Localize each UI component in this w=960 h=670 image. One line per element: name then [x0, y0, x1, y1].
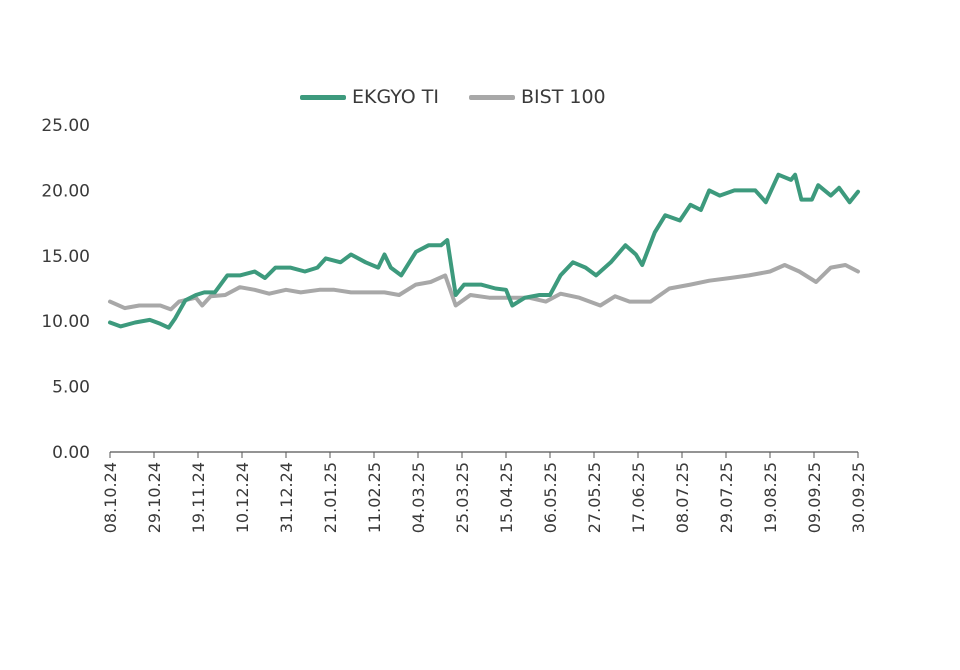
legend-swatch-ekgyo: [300, 94, 346, 100]
legend-swatch-bist100: [469, 94, 516, 100]
y-tick-label: 10.00: [41, 312, 90, 332]
x-tick-label: 08.10.24: [101, 462, 120, 533]
x-tick-label: 17.06.25: [629, 462, 648, 533]
x-tick-label: 10.12.24: [233, 462, 252, 533]
y-tick-label: 0.00: [52, 443, 90, 463]
y-tick-label: 15.00: [41, 247, 90, 267]
x-tick-label: 08.07.25: [673, 462, 692, 533]
legend-item-ekgyo[interactable]: EKGYO TI: [300, 86, 439, 108]
y-tick-label: 5.00: [52, 378, 90, 398]
x-tick-label: 19.11.24: [189, 462, 208, 533]
x-tick-label: 29.10.24: [145, 462, 164, 533]
legend-label-ekgyo: EKGYO TI: [352, 86, 440, 108]
x-tick-label: 31.12.24: [277, 462, 296, 533]
x-tick-label: 09.09.25: [805, 462, 824, 533]
x-tick-label: 11.02.25: [365, 462, 384, 533]
legend: EKGYO TI BIST 100: [300, 86, 606, 108]
x-tick-label: 29.07.25: [717, 462, 736, 533]
x-tick-label: 19.08.25: [761, 462, 780, 533]
x-tick-label: 06.05.25: [541, 462, 560, 533]
series-line-bist-100: [108, 263, 860, 312]
y-tick-label: 20.00: [41, 181, 90, 201]
x-tick-label: 04.03.25: [409, 462, 428, 533]
x-tick-label: 25.03.25: [453, 462, 472, 533]
x-tick-label: 27.05.25: [585, 462, 604, 533]
x-tick-label: 15.04.25: [497, 462, 516, 533]
x-tick-label: 21.01.25: [321, 462, 340, 533]
x-tick-label: 30.09.25: [849, 462, 868, 533]
legend-item-bist100[interactable]: BIST 100: [469, 86, 606, 108]
series-line-ekgyo-ti: [108, 172, 860, 330]
y-tick-label: 25.00: [41, 116, 90, 136]
legend-label-bist100: BIST 100: [521, 86, 606, 108]
